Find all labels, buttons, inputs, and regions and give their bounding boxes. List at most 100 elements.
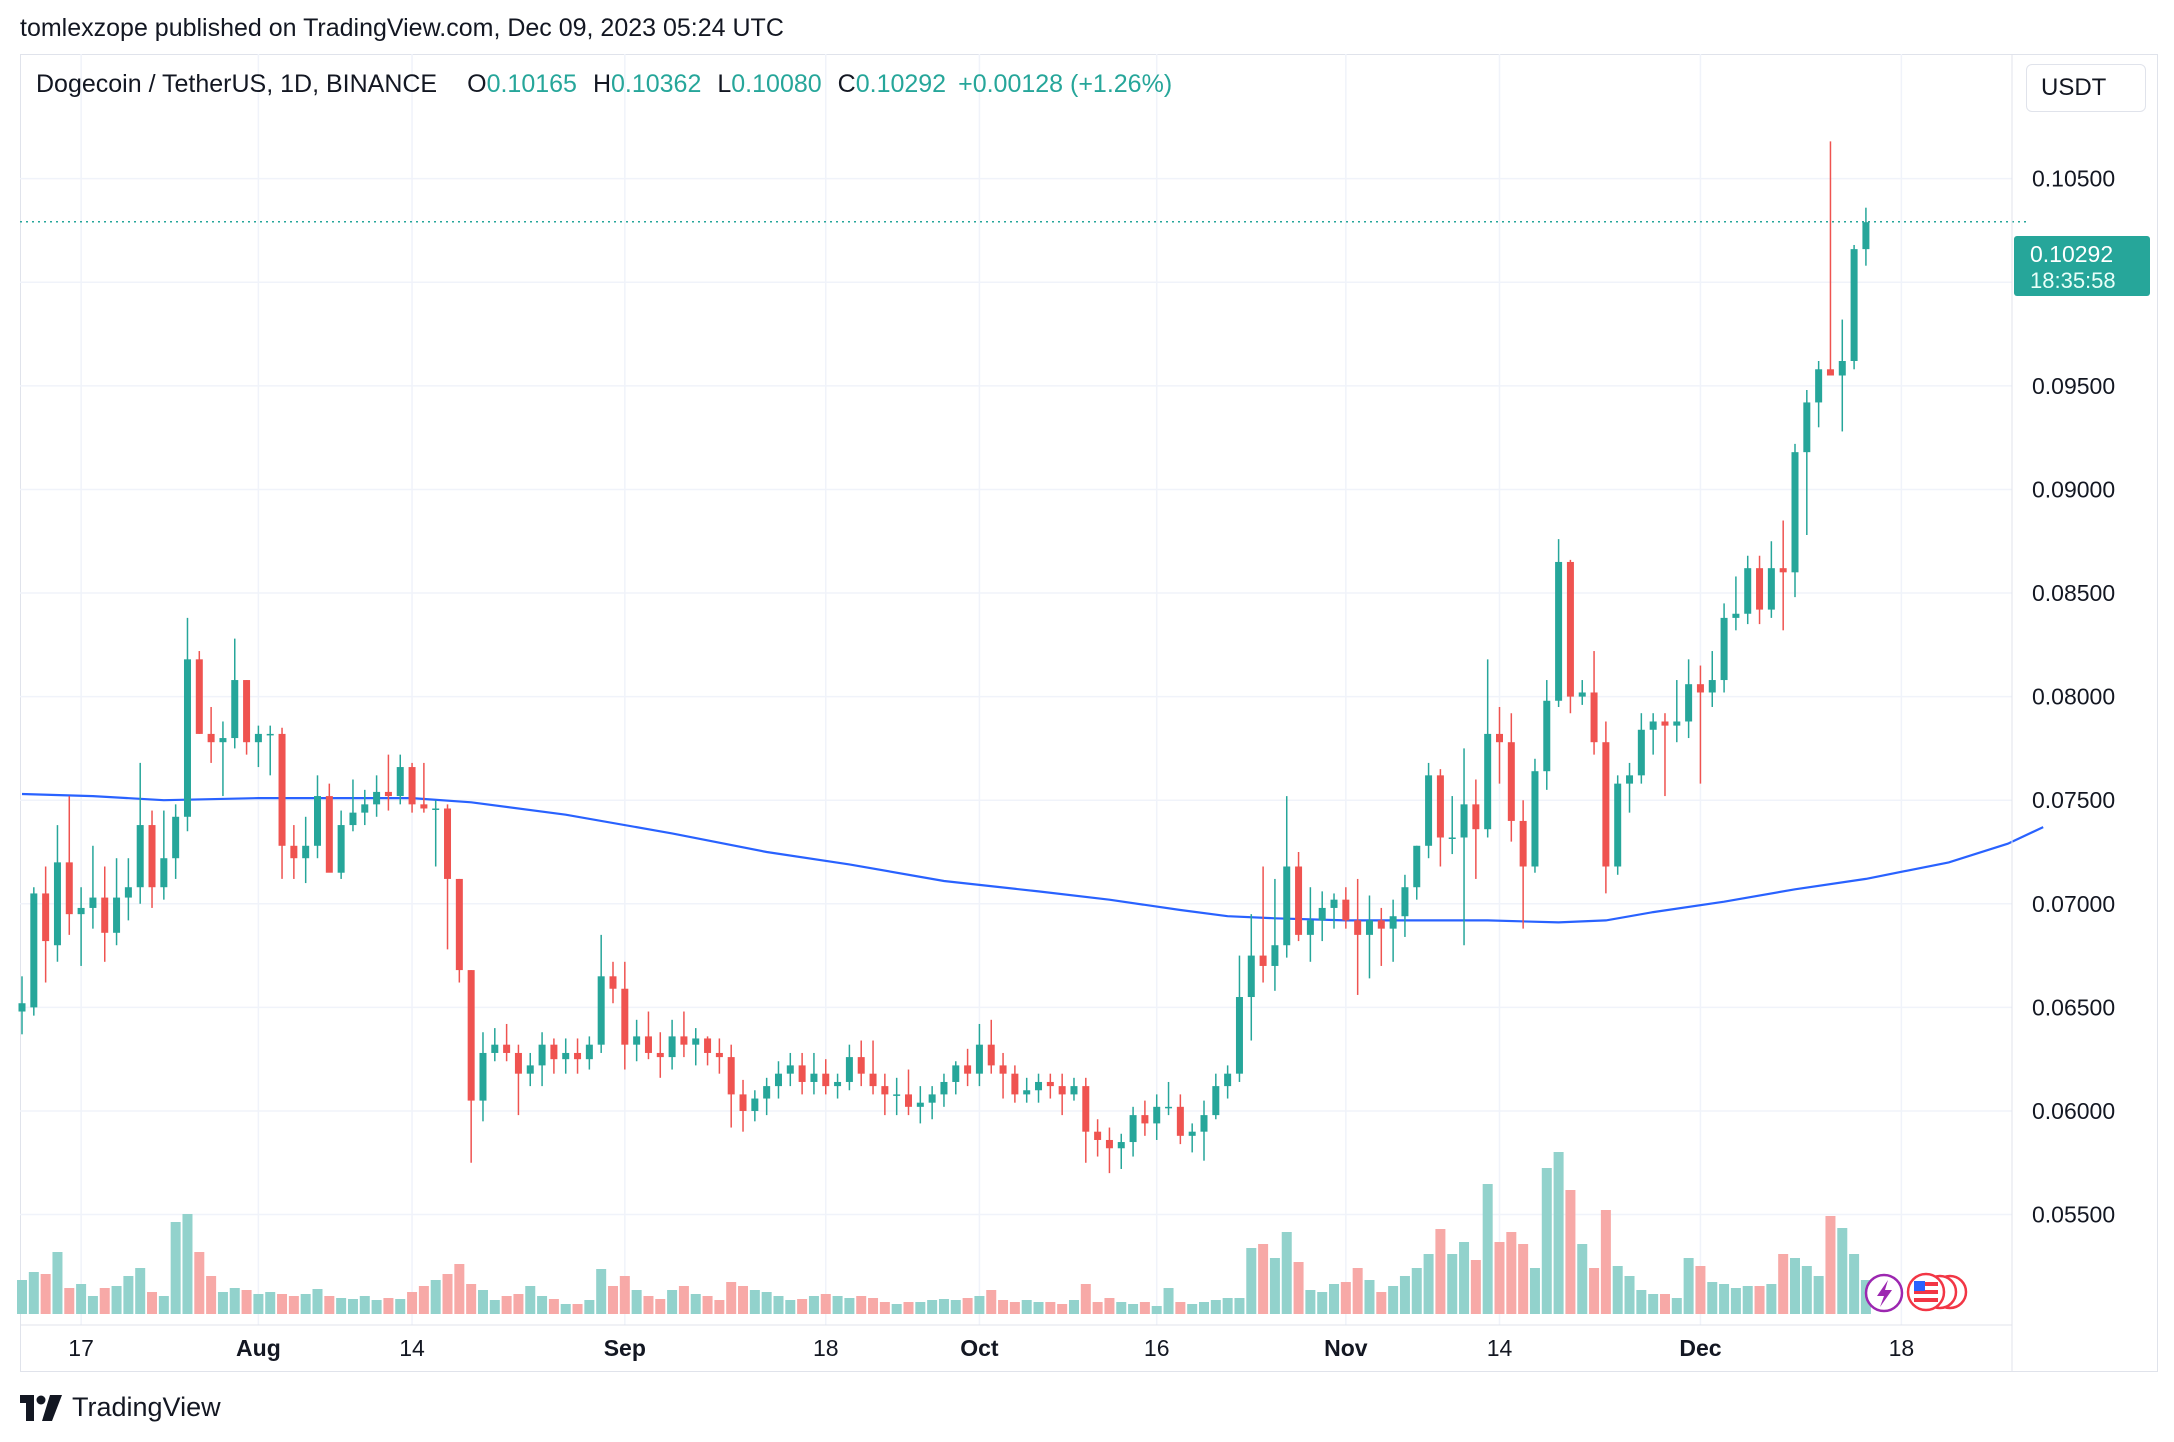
volume-bar bbox=[1435, 1229, 1446, 1314]
candle-body bbox=[810, 1073, 818, 1082]
candle-body bbox=[1838, 360, 1846, 376]
candle-body bbox=[136, 825, 144, 888]
y-tick-label: 0.08500 bbox=[2032, 580, 2115, 606]
candle-body bbox=[1685, 684, 1693, 722]
candle-body bbox=[1756, 568, 1764, 610]
footer-brand[interactable]: TradingView bbox=[72, 1392, 221, 1422]
volume-bar bbox=[1825, 1216, 1836, 1314]
volume-bar bbox=[1553, 1152, 1564, 1314]
candle-body bbox=[526, 1065, 534, 1074]
candle-body bbox=[1484, 733, 1492, 830]
volume-bar bbox=[1766, 1284, 1777, 1314]
volume-bar bbox=[52, 1252, 63, 1314]
candle-body bbox=[585, 1044, 593, 1060]
candle-body bbox=[231, 680, 239, 739]
volume-bar bbox=[667, 1290, 678, 1314]
last-price-value: 0.10292 bbox=[2030, 241, 2113, 267]
candle-body bbox=[727, 1057, 735, 1095]
volume-bar bbox=[998, 1300, 1009, 1314]
volume-bar bbox=[797, 1299, 808, 1314]
volume-bar bbox=[1589, 1268, 1600, 1314]
candle-body bbox=[42, 893, 50, 942]
volume-bar bbox=[690, 1294, 701, 1314]
volume-bar bbox=[466, 1284, 477, 1314]
x-tick-label: Sep bbox=[604, 1335, 646, 1361]
volume-bar bbox=[1317, 1292, 1328, 1314]
volume-bar bbox=[974, 1296, 985, 1314]
candle-body bbox=[1543, 700, 1551, 772]
ohlc-legend: Dogecoin / TetherUS, 1D, BINANCE O 0.1016… bbox=[36, 70, 1172, 99]
volume-bar bbox=[407, 1292, 418, 1314]
volume-bar bbox=[962, 1298, 973, 1314]
volume-bar bbox=[1376, 1292, 1387, 1314]
volume-bar bbox=[1329, 1284, 1340, 1314]
candle-body bbox=[822, 1073, 830, 1087]
volume-bar bbox=[1813, 1276, 1824, 1314]
candle-body bbox=[373, 791, 381, 805]
candle-body bbox=[1566, 561, 1574, 697]
candle-body bbox=[1354, 920, 1362, 935]
volume-bar bbox=[1659, 1294, 1670, 1314]
volume-bar bbox=[1636, 1290, 1647, 1314]
candle-body bbox=[420, 804, 428, 809]
volume-bar bbox=[64, 1288, 75, 1314]
tradingview-logo-icon[interactable] bbox=[20, 1394, 62, 1421]
candle-body bbox=[987, 1044, 995, 1066]
candle-body bbox=[89, 897, 97, 908]
candle-body bbox=[1365, 920, 1373, 935]
candle-body bbox=[1224, 1073, 1232, 1087]
volume-bar bbox=[1671, 1298, 1682, 1314]
candle-body bbox=[444, 808, 452, 879]
candle-body bbox=[1283, 866, 1291, 946]
volume-bar bbox=[1068, 1300, 1079, 1314]
volume-bar bbox=[477, 1290, 488, 1314]
candle-body bbox=[1673, 721, 1681, 726]
currency-selector[interactable]: USDT bbox=[2026, 64, 2146, 112]
candle-body bbox=[1519, 820, 1527, 867]
candle-body bbox=[1023, 1090, 1031, 1095]
candle-body bbox=[1460, 804, 1468, 838]
x-tick-label: Aug bbox=[236, 1335, 281, 1361]
volume-bar bbox=[1719, 1284, 1730, 1314]
event-markers[interactable] bbox=[1864, 1272, 1968, 1313]
volume-bar bbox=[1104, 1298, 1115, 1314]
candle-body bbox=[266, 733, 274, 736]
candle-body bbox=[1058, 1086, 1066, 1095]
candle-body bbox=[1153, 1106, 1161, 1124]
volume-bar bbox=[1837, 1228, 1848, 1314]
candle-body bbox=[834, 1081, 842, 1087]
volume-bar bbox=[560, 1304, 571, 1314]
symbol-title[interactable]: Dogecoin / TetherUS, 1D, BINANCE bbox=[36, 70, 438, 98]
candle-body bbox=[1188, 1131, 1196, 1136]
candle-body bbox=[869, 1073, 877, 1087]
volume-bar bbox=[903, 1302, 914, 1314]
x-tick-label: 17 bbox=[68, 1335, 94, 1361]
volume-bar bbox=[1518, 1244, 1529, 1314]
close-value: 0.10292 bbox=[855, 70, 947, 98]
volume-bar bbox=[678, 1286, 689, 1314]
volume-bar bbox=[1281, 1232, 1292, 1314]
grid-lines bbox=[20, 54, 2012, 1325]
volume-bar bbox=[1529, 1268, 1540, 1314]
candle-body bbox=[739, 1094, 747, 1111]
candle-body bbox=[1850, 249, 1858, 361]
bar-countdown: 18:35:58 bbox=[2030, 268, 2116, 293]
volume-bar bbox=[513, 1294, 524, 1314]
volume-bar bbox=[1730, 1288, 1741, 1314]
candle-body bbox=[845, 1057, 853, 1082]
high-label: H bbox=[592, 70, 611, 98]
candle-body bbox=[219, 738, 227, 743]
volume-bar bbox=[1778, 1254, 1789, 1314]
candle-body bbox=[1590, 692, 1598, 743]
volume-bar bbox=[76, 1284, 87, 1314]
candle-body bbox=[1200, 1115, 1208, 1132]
y-tick-label: 0.09000 bbox=[2032, 476, 2115, 502]
open-label: O bbox=[467, 70, 487, 98]
volume-bar bbox=[915, 1302, 926, 1314]
candle-body bbox=[1436, 775, 1444, 838]
volume-bar bbox=[1541, 1168, 1552, 1314]
volume-bar bbox=[1045, 1302, 1056, 1314]
volume-bar bbox=[1352, 1268, 1363, 1314]
candle-body bbox=[1271, 945, 1279, 966]
